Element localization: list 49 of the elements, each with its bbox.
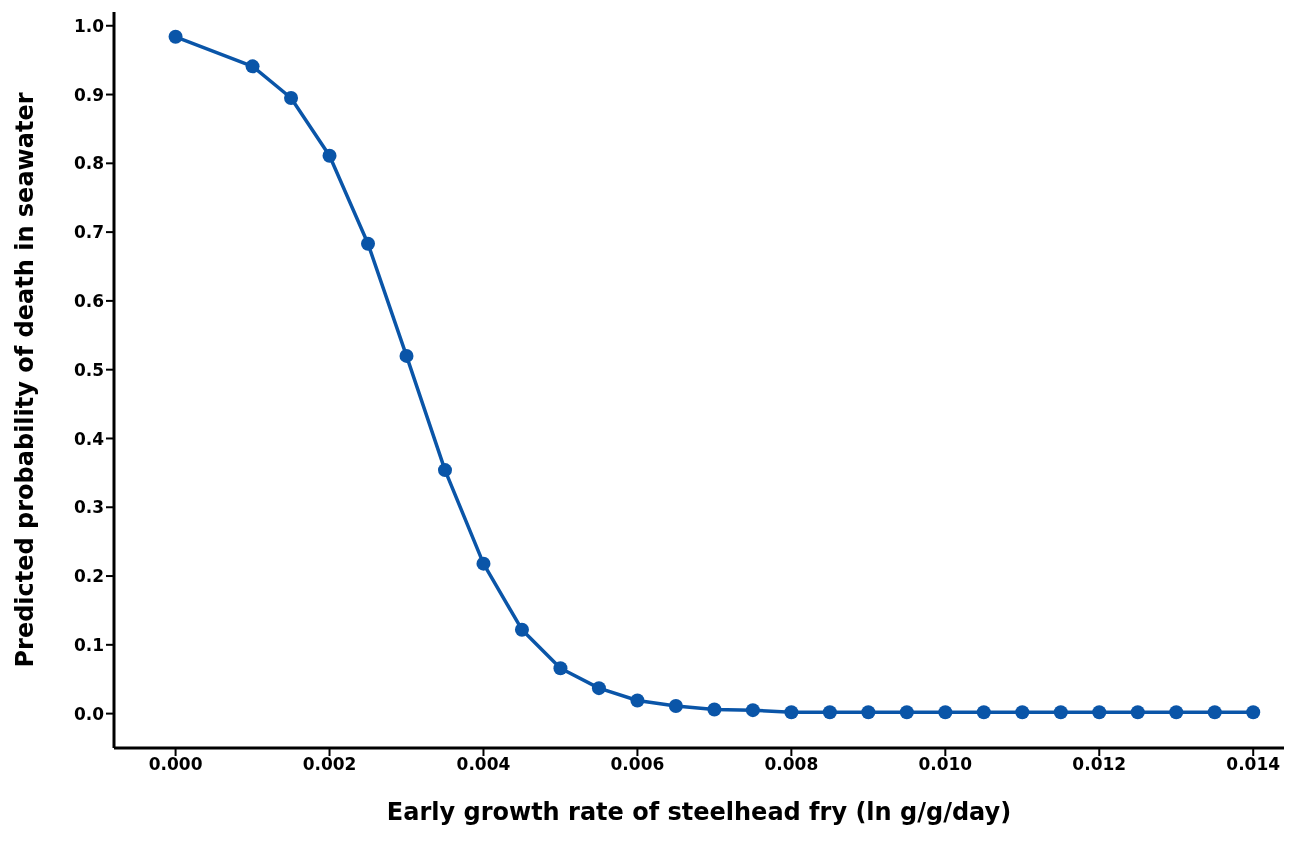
point: [168, 29, 183, 44]
point: [591, 681, 606, 696]
point: [322, 148, 337, 163]
x-tick-label: 0.006: [610, 754, 665, 775]
point: [938, 705, 953, 720]
y-tick-label: 0.5: [73, 359, 104, 380]
point: [1169, 705, 1184, 720]
y-tick-label: 0.7: [73, 222, 104, 243]
point: [822, 705, 837, 720]
x-axis-title: Early growth rate of steelhead fry (ln g/g/day): [386, 798, 1012, 826]
point: [1207, 705, 1222, 720]
point: [514, 622, 529, 637]
y-tick-label: 0.8: [73, 153, 104, 174]
point: [1092, 705, 1107, 720]
x-tick-label: 0.008: [764, 754, 819, 775]
x-tick-label: 0.010: [918, 754, 973, 775]
point: [707, 702, 722, 717]
x-tick-label: 0.012: [1072, 754, 1127, 775]
y-tick-label: 0.6: [73, 290, 104, 311]
x-tick-label: 0.004: [456, 754, 511, 775]
x-tick-label: 0.000: [148, 754, 203, 775]
point: [399, 348, 414, 363]
x-tick-label: 0.014: [1226, 754, 1281, 775]
point: [1130, 705, 1145, 720]
point: [784, 705, 799, 720]
point: [1246, 705, 1261, 720]
point: [476, 556, 491, 571]
y-tick-label: 1.0: [73, 15, 105, 36]
y-tick-label: 0.2: [73, 566, 104, 587]
point: [899, 705, 914, 720]
y-tick-label: 0.0: [73, 703, 105, 724]
y-tick-label: 0.3: [73, 497, 104, 518]
point: [1053, 705, 1068, 720]
point: [437, 463, 452, 478]
point: [1015, 705, 1030, 720]
y-tick-label: 0.9: [73, 84, 104, 105]
point: [361, 236, 376, 251]
point: [976, 705, 991, 720]
point: [284, 90, 299, 105]
y-tick-label: 0.4: [73, 428, 105, 449]
x-tick-label: 0.002: [302, 754, 357, 775]
point: [630, 693, 645, 708]
point: [553, 661, 568, 676]
y-tick-label: 0.1: [73, 634, 104, 655]
y-axis-title: Predicted probability of death in seawater: [10, 92, 39, 668]
point: [245, 59, 260, 74]
point: [861, 705, 876, 720]
point: [668, 699, 683, 714]
point: [745, 703, 760, 718]
